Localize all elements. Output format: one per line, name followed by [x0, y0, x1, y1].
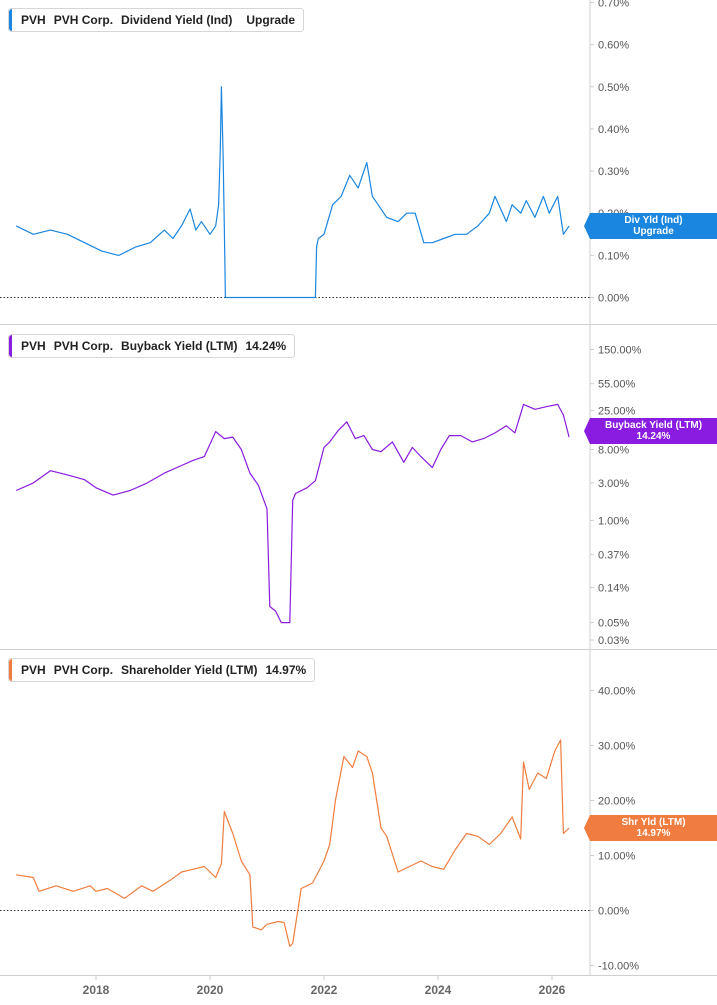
y-tick-label: 30.00%	[598, 741, 636, 753]
y-tick-label: 0.40%	[598, 124, 629, 136]
y-axis-labels: 0.70%0.60%0.50%0.40%0.30%0.20%0.10%0.00%…	[598, 0, 642, 973]
y-tick-label: 0.00%	[598, 906, 629, 918]
legend-value[interactable]: Upgrade	[246, 13, 296, 27]
tag-label: Buyback Yield (LTM)	[604, 420, 703, 431]
legend-company: PVH Corp.	[53, 339, 114, 353]
y-tick-label: 0.10%	[598, 250, 629, 262]
y-tick-label: 0.14%	[598, 582, 629, 594]
legend-metric: Shareholder Yield (LTM)	[121, 663, 258, 677]
y-tick-label: 0.03%	[598, 635, 629, 647]
y-tick-label: 20.00%	[598, 796, 636, 808]
legend-swatch	[9, 335, 12, 357]
y-tick-label: 0.70%	[598, 0, 629, 10]
y-tick-label: 25.00%	[598, 406, 636, 418]
tag-buyback-yield: Buyback Yield (LTM) 14.24%	[584, 418, 717, 444]
series-line-2	[16, 739, 570, 947]
y-tick-label: 8.00%	[598, 444, 629, 456]
legend-metric: Buyback Yield (LTM)	[121, 339, 238, 353]
y-tick-label: 3.00%	[598, 478, 629, 490]
y-tick-label: 0.30%	[598, 166, 629, 178]
x-axis-labels: 2018 2020 2022 2024 2026	[83, 983, 566, 997]
series-layer	[15, 86, 570, 947]
y-tick-label: 0.60%	[598, 40, 629, 52]
legend-company: PVH Corp.	[53, 663, 114, 677]
legend-dividend-yield[interactable]: PVH PVH Corp. Dividend Yield (Ind) Upgra…	[8, 8, 305, 32]
legend-value: 14.97%	[265, 663, 307, 677]
legend-value: 14.24%	[245, 339, 287, 353]
series-line-0	[15, 86, 570, 299]
y-tick-label: 0.37%	[598, 549, 629, 561]
legend-shareholder-yield[interactable]: PVH PVH Corp. Shareholder Yield (LTM) 14…	[8, 658, 316, 682]
legend-ticker: PVH	[21, 339, 46, 353]
y-tick-label: 150.00%	[598, 345, 642, 357]
y-tick-label: 0.50%	[598, 82, 629, 94]
y-tick-label: 0.00%	[598, 293, 629, 305]
y-tick-label: 10.00%	[598, 851, 636, 863]
x-tick-label: 2022	[311, 983, 338, 997]
tag-value: Upgrade	[633, 226, 674, 237]
y-tick-label: 1.00%	[598, 515, 629, 527]
legend-swatch	[9, 9, 12, 31]
tag-value: 14.97%	[636, 828, 671, 839]
legend-buyback-yield[interactable]: PVH PVH Corp. Buyback Yield (LTM) 14.24%	[8, 334, 296, 358]
y-tick-label: 55.00%	[598, 379, 636, 391]
legend-metric: Dividend Yield (Ind)	[121, 13, 233, 27]
legend-company: PVH Corp.	[53, 13, 114, 27]
x-tick-label: 2018	[83, 983, 110, 997]
y-tick-label: 40.00%	[598, 686, 636, 698]
x-tick-label: 2026	[539, 983, 566, 997]
y-tick-label: -10.00%	[598, 961, 639, 973]
x-tick-label: 2020	[197, 983, 224, 997]
tag-label: Div Yld (Ind)	[624, 215, 683, 226]
x-tick-label: 2024	[425, 983, 452, 997]
tag-shareholder-yield: Shr Yld (LTM) 14.97%	[584, 815, 717, 841]
legend-swatch	[9, 659, 12, 681]
tag-label: Shr Yld (LTM)	[621, 817, 686, 828]
legend-ticker: PVH	[21, 663, 46, 677]
y-tick-label: 0.05%	[598, 618, 629, 630]
legend-ticker: PVH	[21, 13, 46, 27]
tag-value: 14.24%	[636, 431, 671, 442]
series-line-1	[15, 403, 570, 624]
tag-dividend-yield: Div Yld (Ind) Upgrade	[584, 213, 717, 239]
